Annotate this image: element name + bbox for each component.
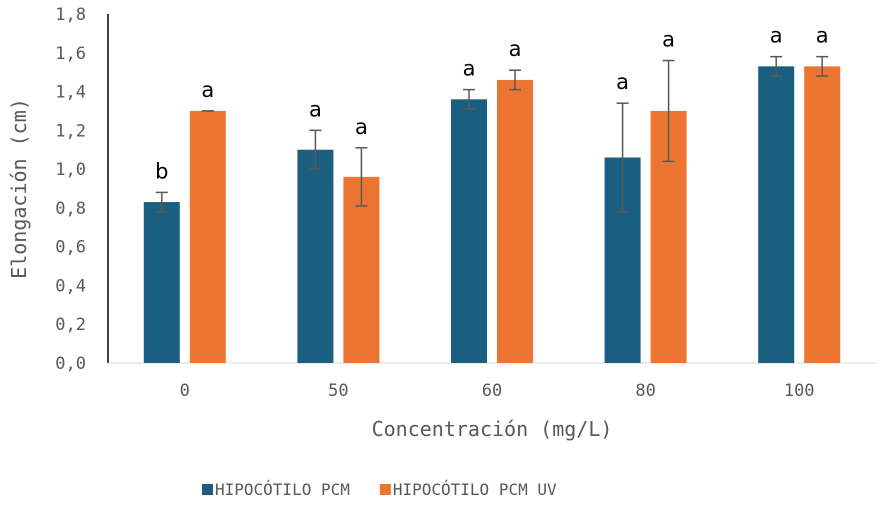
significance-label: a (616, 70, 629, 94)
y-tick-label: 1,4 (55, 83, 86, 103)
x-tick-label: 80 (635, 381, 655, 401)
x-tick-label: 50 (328, 381, 348, 401)
y-axis-ticks: 0,0 0,2 0,4 0,6 0,8 1,0 1,2 1,4 1,6 1,8 (55, 5, 86, 374)
bar-pcm (297, 149, 334, 363)
bars: b a a a a a a a a a (143, 24, 841, 364)
bar-pcm (451, 99, 487, 364)
bar-pcm-uv (497, 79, 533, 363)
bar-pcm (758, 66, 795, 363)
bar-pcm-uv (343, 176, 380, 363)
significance-label: a (770, 24, 783, 48)
legend-label: HIPOCÓTILO PCM UV (393, 480, 557, 499)
x-axis-title: Concentración (mg/L) (372, 417, 613, 441)
y-tick-label: 0,4 (55, 276, 86, 296)
x-tick-label: 60 (482, 381, 502, 401)
legend-swatch (379, 484, 391, 495)
y-tick-label: 0,8 (55, 199, 86, 219)
legend-label: HIPOCÓTILO PCM (215, 480, 350, 499)
significance-label: a (509, 37, 522, 61)
legend-swatch (202, 484, 213, 495)
y-tick-label: 1,8 (55, 5, 86, 25)
significance-label: a (201, 78, 214, 102)
significance-label: a (463, 57, 476, 81)
y-tick-label: 1,2 (55, 121, 86, 141)
bar-pcm-uv (189, 110, 226, 363)
legend: HIPOCÓTILO PCM HIPOCÓTILO PCM UV (202, 480, 557, 499)
x-axis-ticks: 0 50 60 80 100 (180, 381, 815, 401)
y-tick-label: 0,2 (55, 315, 86, 335)
bar-pcm (143, 202, 180, 363)
y-tick-label: 0,6 (55, 238, 86, 258)
significance-label: a (662, 28, 675, 52)
y-tick-label: 1,0 (55, 160, 86, 180)
bar-pcm-uv (804, 66, 841, 363)
x-tick-label: 0 (180, 381, 190, 401)
significance-label: a (355, 115, 368, 139)
y-axis-title: Elongación (cm) (7, 98, 31, 279)
x-tick-label: 100 (784, 381, 815, 401)
y-tick-label: 0,0 (55, 354, 86, 374)
y-tick-label: 1,6 (55, 44, 86, 64)
significance-label: a (816, 24, 829, 48)
significance-label: a (309, 97, 322, 121)
significance-label: b (155, 159, 168, 183)
